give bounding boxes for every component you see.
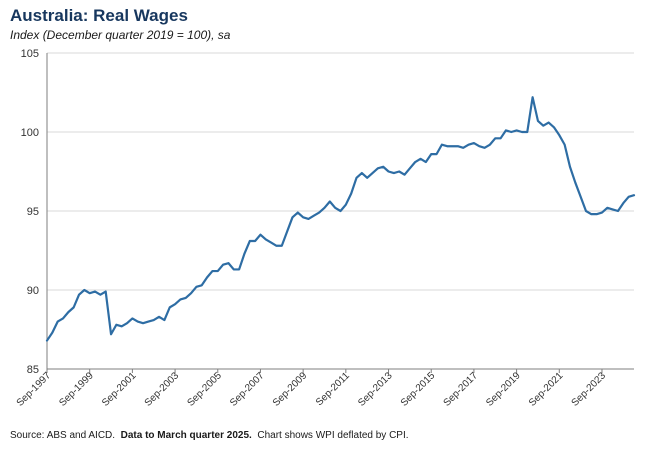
footnote-chart-note: Chart shows WPI deflated by CPI. [257, 430, 409, 441]
x-tick-label: Sep-2001 [100, 370, 139, 409]
axes [46, 53, 634, 370]
x-tick-label: Sep-2011 [314, 370, 352, 408]
x-tick-label: Sep-2003 [143, 370, 182, 409]
y-tick-label: 90 [27, 285, 39, 297]
series-line [45, 96, 636, 342]
x-tick-label: Sep-2015 [399, 370, 438, 409]
y-tick-label: 95 [27, 206, 39, 218]
chart-subtitle: Index (December quarter 2019 = 100), sa [10, 28, 231, 42]
x-tick-label: Sep-2021 [527, 370, 566, 409]
y-axis-ticks: 85 90 95 100 105 [21, 48, 39, 376]
x-tick-label: Sep-2013 [356, 370, 395, 409]
y-tick-label: 105 [21, 48, 39, 60]
series-layer [45, 96, 636, 342]
x-tick-label: Sep-2007 [228, 370, 267, 409]
x-tick-label: Sep-2005 [185, 370, 224, 409]
chart-title: Australia: Real Wages [10, 6, 188, 25]
x-tick-label: Sep-1999 [57, 370, 96, 409]
line-chart: 85 90 95 100 105 Sep-1997 Sep-1999 Sep-2001 Sep… [15, 48, 636, 409]
gridlines [47, 52, 634, 291]
x-tick-label: Sep-2023 [570, 370, 609, 409]
x-tick-label: Sep-2019 [484, 370, 523, 409]
footnote-data-note: Data to March quarter 2025. [120, 430, 252, 441]
y-tick-label: 85 [27, 364, 39, 376]
footnote-source: Source: ABS and AICD. [10, 430, 116, 441]
x-tick-label: Sep-2017 [442, 370, 481, 409]
footnote: Source: ABS and AICD. Data to March quar… [10, 430, 409, 441]
x-axis-ticks: Sep-1997 Sep-1999 Sep-2001 Sep-2003 Sep-2005… [15, 369, 609, 409]
x-tick-label: Sep-2009 [271, 370, 310, 409]
y-tick-label: 100 [21, 127, 39, 139]
